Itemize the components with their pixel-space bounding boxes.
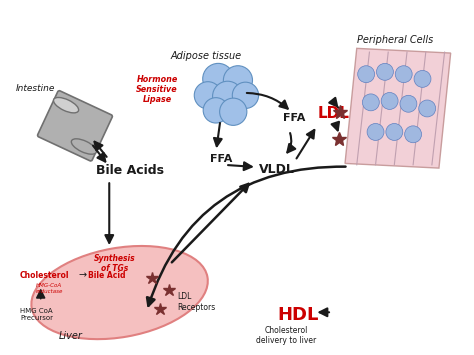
Circle shape xyxy=(194,82,221,109)
Circle shape xyxy=(400,95,417,112)
Circle shape xyxy=(203,64,234,94)
Circle shape xyxy=(367,124,384,140)
Text: Bile Acid: Bile Acid xyxy=(88,272,125,280)
Text: Peripheral Cells: Peripheral Cells xyxy=(357,35,433,45)
Circle shape xyxy=(395,66,412,83)
Circle shape xyxy=(212,81,243,111)
Circle shape xyxy=(219,98,247,125)
Text: Bile Acids: Bile Acids xyxy=(96,164,164,177)
Text: HMG CoA
Precursor: HMG CoA Precursor xyxy=(20,308,53,321)
Ellipse shape xyxy=(31,246,208,339)
Polygon shape xyxy=(345,48,451,168)
Text: Cholesterol: Cholesterol xyxy=(20,272,70,280)
Text: FFA: FFA xyxy=(283,113,305,123)
Text: Adipose tissue: Adipose tissue xyxy=(171,51,242,61)
Circle shape xyxy=(203,98,228,123)
Text: HDL: HDL xyxy=(277,306,319,324)
Text: LDL: LDL xyxy=(318,106,350,121)
Circle shape xyxy=(381,93,398,109)
Ellipse shape xyxy=(54,98,79,113)
Text: Hormone
Sensitive
Lipase: Hormone Sensitive Lipase xyxy=(137,75,178,104)
Circle shape xyxy=(414,70,431,87)
Circle shape xyxy=(232,82,259,109)
Circle shape xyxy=(419,100,436,117)
Circle shape xyxy=(358,66,374,83)
Text: LDL
Receptors: LDL Receptors xyxy=(177,292,215,312)
Text: Cholesterol
delivery to liver: Cholesterol delivery to liver xyxy=(256,326,317,345)
Text: Intestine: Intestine xyxy=(15,84,55,93)
Text: →: → xyxy=(78,271,86,280)
Text: VLDL: VLDL xyxy=(259,163,295,176)
Circle shape xyxy=(223,66,253,95)
Ellipse shape xyxy=(71,139,97,154)
Text: Liver: Liver xyxy=(59,331,82,340)
Text: HMG-CoA
reductase: HMG-CoA reductase xyxy=(36,283,63,294)
Text: FFA: FFA xyxy=(210,154,232,164)
Text: Synthesis
of TGs: Synthesis of TGs xyxy=(94,254,136,273)
Circle shape xyxy=(386,124,403,140)
Circle shape xyxy=(363,94,379,111)
FancyBboxPatch shape xyxy=(37,91,112,161)
Circle shape xyxy=(376,64,393,80)
Circle shape xyxy=(405,126,421,143)
